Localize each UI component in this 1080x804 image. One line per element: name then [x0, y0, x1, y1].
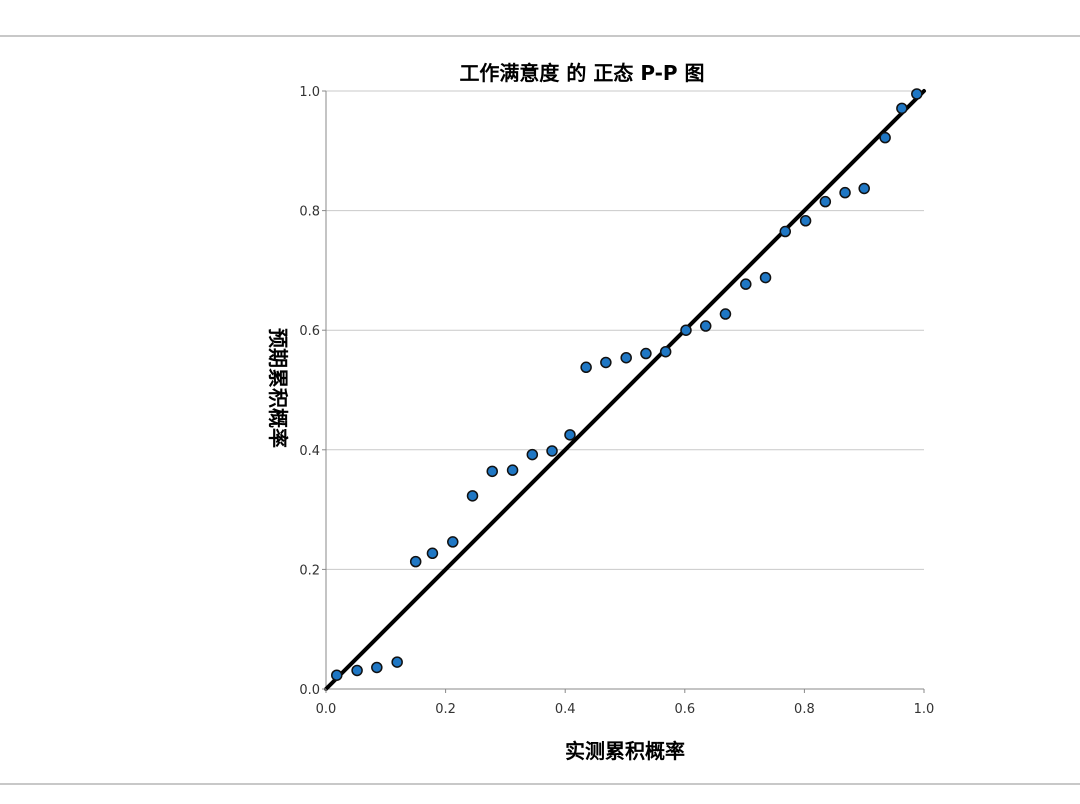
data-point: [580, 361, 592, 374]
data-point: [659, 345, 672, 358]
x-tick-label: 0.2: [435, 702, 456, 717]
data-point: [391, 656, 403, 668]
data-points: [331, 88, 923, 681]
data-point: [799, 215, 812, 227]
tick-labels: 0.0 0.2 0.4 0.6 0.8 1.0 0.0 0.2 0.4 0.6 0.8 1.0: [299, 85, 934, 717]
reference-line: [324, 89, 926, 691]
data-point: [506, 464, 519, 476]
x-axis-title: 实测累积概率: [565, 739, 685, 763]
top-border: [0, 35, 1080, 37]
axis-layer: [325, 91, 924, 690]
data-point: [879, 131, 891, 144]
data-point: [351, 664, 363, 677]
data-point: [839, 186, 851, 199]
data-point: [759, 271, 772, 284]
x-tick-label: 0.6: [674, 702, 695, 717]
data-point: [680, 324, 692, 336]
data-point: [447, 536, 459, 548]
y-tick-label: 0.6: [299, 324, 320, 339]
data-point: [331, 669, 343, 681]
x-tick-label: 0.8: [794, 702, 815, 717]
y-tick-label: 0.8: [299, 205, 320, 220]
grid-layer: [326, 90, 924, 570]
data-point: [740, 278, 752, 290]
x-tick-label: 0.0: [316, 702, 337, 717]
data-point: [546, 445, 558, 457]
data-point: [466, 490, 479, 502]
data-point: [600, 356, 612, 369]
data-point: [858, 182, 870, 195]
y-tick-label: 0.4: [299, 444, 320, 459]
data-point: [620, 351, 632, 364]
reference-line-layer: [324, 89, 926, 691]
y-tick-label: 0.0: [299, 683, 320, 698]
x-tick-label: 0.4: [555, 702, 576, 717]
y-axis-title: 预期累积概率: [266, 328, 290, 448]
data-point: [486, 465, 498, 478]
y-tick-label: 1.0: [299, 85, 320, 100]
chart-title: 工作满意度 的 正态 P-P 图: [459, 61, 704, 85]
data-point: [426, 547, 439, 560]
data-point: [526, 448, 539, 461]
data-point: [371, 661, 383, 674]
data-point: [719, 308, 732, 320]
y-tick-label: 0.2: [299, 563, 320, 578]
bottom-border: [0, 783, 1080, 785]
data-point: [779, 225, 792, 238]
data-point: [409, 555, 422, 568]
data-point: [564, 429, 576, 441]
data-point: [699, 320, 712, 332]
data-point: [819, 195, 832, 208]
data-point: [896, 102, 908, 115]
data-point: [640, 347, 652, 360]
data-point: [911, 88, 923, 100]
x-tick-label: 1.0: [914, 702, 935, 717]
